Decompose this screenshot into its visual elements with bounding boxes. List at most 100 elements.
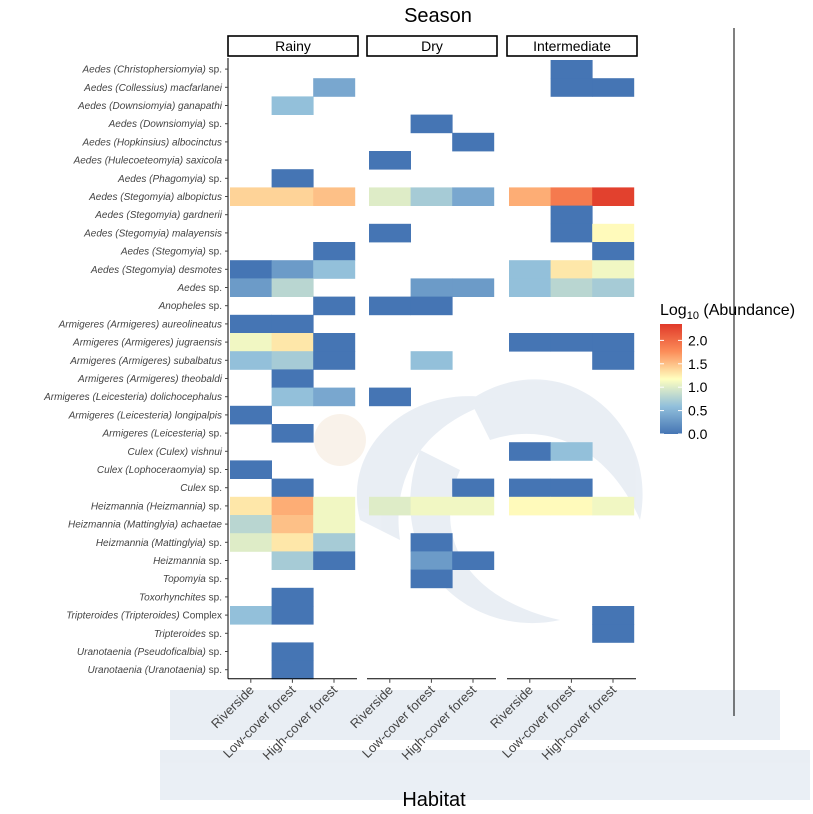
heatmap-cell [313, 515, 356, 534]
y-tick-label-part: (Armigeres) [124, 374, 179, 385]
legend-tick-label: 2.0 [688, 332, 708, 348]
facet-strip-dry [366, 35, 498, 57]
y-tick-label: Aedes (Downsiomyia) sp. [108, 119, 222, 130]
y-tick-label: Culex (Lophoceraomyia) sp. [97, 465, 222, 476]
heatmap-cell [452, 278, 495, 297]
heatmap-cell [592, 242, 635, 261]
heatmap-cell [271, 260, 314, 279]
y-tick-label: Uranotaenia (Uranotaenia) sp. [87, 665, 222, 676]
y-tick-label-part: Uranotaenia [87, 665, 142, 676]
legend-tick-label: 0.5 [688, 403, 708, 419]
y-tick-label-part: albopictus [174, 192, 222, 203]
y-tick-label-part: malayensis [169, 228, 222, 239]
heatmap-cell [452, 187, 495, 206]
y-tick-label: Aedes (Stegomyia) malayensis [83, 228, 222, 239]
y-tick-label-part: (Downsiomyia) [106, 101, 175, 112]
y-tick-label-part: Heizmannia [96, 538, 149, 549]
heatmap-cell [410, 296, 453, 316]
y-tick-label-part: sp. [206, 283, 222, 294]
heatmap-cell [271, 478, 314, 498]
y-tick-label-part: sp. [206, 501, 222, 512]
y-tick-label-part: (Mattinglyia) [149, 538, 206, 549]
heatmap-cell [230, 314, 272, 334]
y-tick-label-part: (Armigeres) [104, 319, 159, 330]
y-tick-label-part: Tripteroides [154, 629, 206, 640]
y-tick-label-part: Tripteroides [66, 611, 118, 622]
legend-tick-label: 0.0 [688, 426, 708, 442]
y-tick-label: Aedes (Hulecoeteomyia) saxicola [73, 156, 223, 167]
y-tick-label-part: Culex [128, 447, 155, 458]
heatmap-cell [271, 515, 314, 534]
y-tick-label-part: achaetae [178, 520, 222, 531]
y-tick-label: Aedes (Downsiomyia) ganapathi [77, 101, 223, 112]
y-tick-label-part: Heizmannia [68, 520, 121, 531]
y-tick-label-part: Uranotaenia [77, 647, 132, 658]
heatmap-cell [550, 442, 593, 461]
y-tick-label-part: saxicola [183, 156, 222, 167]
heatmap-cell [509, 442, 551, 461]
y-tick-label: Uranotaenia (Pseudoficalbia) sp. [77, 647, 222, 658]
heatmap-cell [230, 515, 272, 534]
y-tick-label-part: Aedes [81, 65, 110, 76]
heatmap-cell [592, 78, 635, 97]
heatmap-cell [230, 533, 272, 552]
heatmap-cell [313, 551, 356, 570]
y-tick-label-part: sp. [206, 301, 222, 312]
heatmap-cell [410, 351, 453, 370]
y-tick-label-part: longipalpis [172, 410, 222, 421]
heatmap-cell [313, 387, 356, 407]
y-tick-label-part: (Hulecoeteomyia) [102, 156, 183, 167]
y-tick-label-part: theobaldi [179, 374, 223, 385]
y-tick-label-part: sp. [206, 247, 222, 258]
heatmap-cell [509, 278, 551, 297]
heatmap-cell [369, 151, 411, 170]
heatmap-cell [271, 660, 314, 680]
heatmap-cell [550, 60, 593, 79]
heatmap-cell [271, 424, 314, 443]
heatmap-cell [313, 242, 356, 261]
y-tick-label-part: albocinctus [169, 137, 222, 148]
y-tick-label-part: Aedes [177, 283, 206, 294]
heatmap-cell [313, 78, 356, 97]
y-tick-label-part: Aedes [90, 265, 119, 276]
y-tick-label-part: Culex [97, 465, 124, 476]
heatmap-cell [509, 496, 551, 516]
y-tick-label-part: (Lophoceraomyia) [123, 465, 206, 476]
legend-title-main: Log [660, 302, 687, 319]
heatmap-cell [369, 187, 411, 206]
y-tick-label-part: (Phagomyia) [146, 174, 205, 185]
y-tick-label-part: (Leicesteria) [114, 410, 172, 421]
y-tick-label: Aedes (Hopkinsius) albocinctus [81, 137, 222, 148]
heatmap-cell [410, 569, 453, 589]
heatmap-cell [592, 278, 635, 297]
y-tick-label-part: vishnui [188, 447, 223, 458]
y-tick-label-part: (Pseudoficalbia) [131, 647, 205, 658]
y-tick-label-part: (Leicesteria) [148, 429, 206, 440]
y-tick-label-part: macfarlanei [168, 83, 223, 94]
y-tick-label-part: sp. [206, 483, 222, 494]
legend-title-rest: (Abundance) [699, 302, 795, 319]
heatmap-cell [271, 533, 314, 552]
heatmap-cell [410, 551, 453, 570]
y-tick-label-part: Armigeres [58, 319, 105, 330]
heatmap-cell [550, 78, 593, 97]
heatmap-cell [271, 187, 314, 206]
heatmap-cell [410, 278, 453, 297]
heatmap-cell [313, 187, 356, 206]
heatmap-cell [369, 223, 411, 243]
heatmap-cell [550, 333, 593, 352]
heatmap-cell [230, 278, 272, 297]
y-tick-label-part: Aedes [73, 156, 102, 167]
heatmap-cell [271, 551, 314, 570]
legend: Log10 (Abundance) 0.0 0.5 1.0 1.5 2.0 [660, 302, 795, 442]
heatmap-cell [271, 96, 314, 115]
y-tick-label-part: Aedes [88, 192, 117, 203]
heatmap-cell [271, 496, 314, 516]
y-tick-label-part: (Stegomyia) [118, 192, 175, 203]
y-tick-label: Aedes (Collessius) macfarlanei [83, 83, 223, 94]
facet-strip-rainy [227, 35, 359, 57]
y-tick-label-part: Toxorhynchites [139, 592, 206, 603]
y-tick-label-part: (Armigeres) [116, 356, 171, 367]
plot-area: Rainy Dry Intermediate Aedes (Christophersi… [43, 35, 638, 763]
